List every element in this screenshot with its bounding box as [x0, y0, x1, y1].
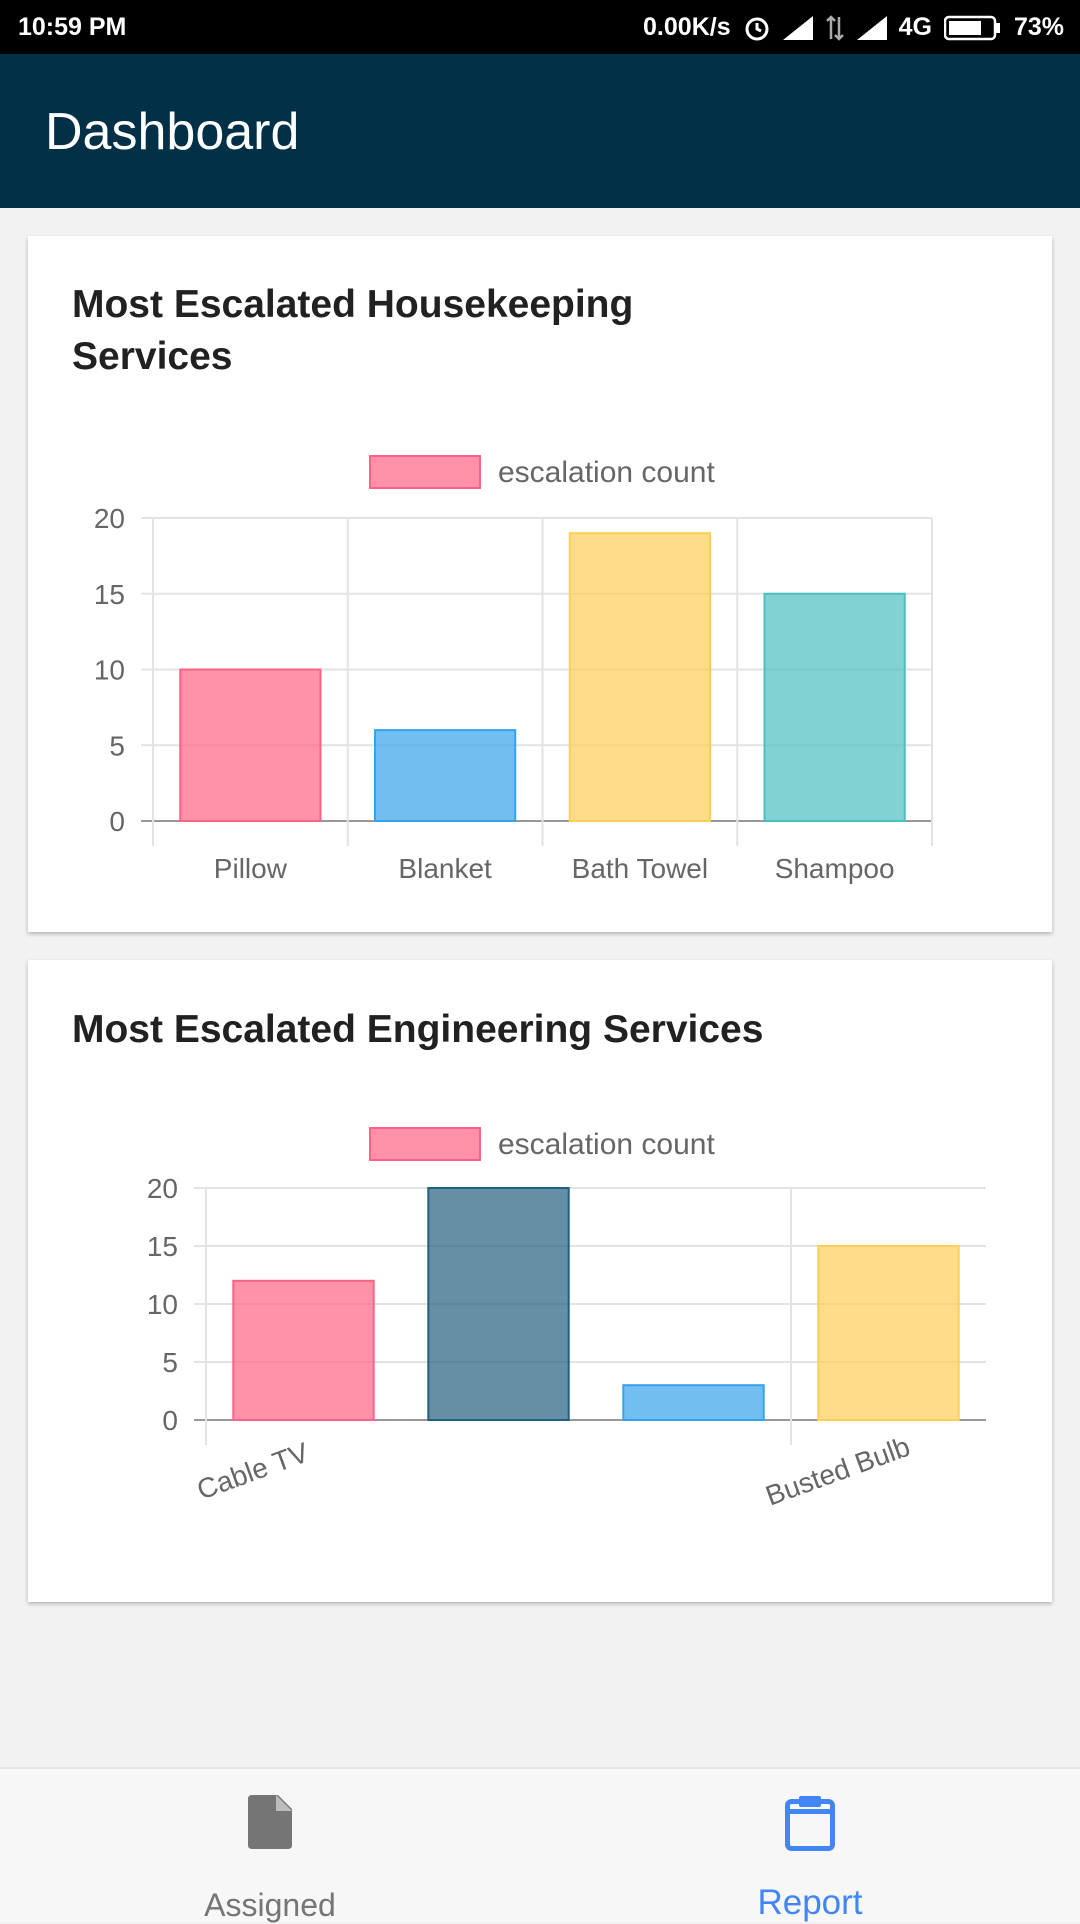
y-tick-label: 10 — [147, 1289, 178, 1320]
y-tick-label: 20 — [94, 503, 125, 534]
app-bar: Dashboard — [0, 54, 1080, 208]
clipboard-icon — [540, 1795, 1080, 1856]
status-time: 10:59 PM — [18, 13, 127, 41]
legend-swatch — [369, 1127, 481, 1161]
x-tick-label: Shampoo — [775, 853, 895, 884]
x-tick-label: Cable TV — [193, 1437, 313, 1506]
bar — [568, 532, 711, 822]
legend-label: escalation count — [498, 456, 715, 489]
x-tick-label: Blanket — [398, 853, 492, 884]
alarm-icon — [743, 14, 771, 42]
battery-level: 73% — [1013, 13, 1064, 41]
y-tick-label: 20 — [147, 1173, 178, 1204]
card-title: Most Escalated Housekeeping Services — [72, 283, 634, 378]
bar — [232, 1279, 375, 1421]
nav-label: Assigned — [204, 1887, 336, 1923]
y-tick-label: 15 — [147, 1231, 178, 1262]
engineering-chart: escalation count 0 5 10 15 20 Cable TV Busted B… — [147, 1127, 986, 1512]
page-title: Dashboard — [45, 103, 300, 161]
signal-icon-2 — [856, 15, 887, 40]
bar — [427, 1187, 570, 1421]
status-bar: 10:59 PM 0.00K/s 4G 73% — [0, 0, 1080, 54]
y-tick-label: 0 — [162, 1405, 178, 1436]
nav-item-assigned[interactable]: Assigned — [0, 1769, 540, 1923]
y-tick-label: 5 — [109, 730, 125, 761]
legend-swatch — [369, 455, 481, 489]
nav-label: Report — [757, 1883, 863, 1922]
x-tick-label: Busted Bulb — [762, 1431, 914, 1512]
card-title: Most Escalated Engineering Services — [72, 1008, 764, 1051]
y-tick-label: 15 — [94, 579, 125, 610]
engineering-card: Most Escalated Engineering Services esca… — [28, 960, 1052, 1602]
status-icons: 0.00K/s 4G 73% — [643, 13, 1064, 42]
x-tick-label: Pillow — [214, 853, 288, 884]
y-tick-label: 5 — [162, 1347, 178, 1378]
bar — [374, 729, 517, 823]
bar — [763, 592, 906, 822]
network-type: 4G — [898, 13, 932, 41]
bar — [817, 1245, 960, 1421]
housekeeping-card: Most Escalated Housekeeping Services esc… — [28, 236, 1052, 932]
data-arrows-icon — [825, 14, 845, 41]
file-icon — [0, 1795, 540, 1854]
y-tick-label: 10 — [94, 655, 125, 686]
legend-label: escalation count — [498, 1128, 715, 1161]
bar — [622, 1384, 765, 1422]
bar — [179, 668, 322, 822]
x-tick-label: Bath Towel — [572, 853, 708, 884]
signal-icon — [782, 15, 813, 40]
housekeeping-chart: escalation count 0 5 10 15 20 Pillow Blanket Bat… — [94, 455, 933, 884]
net-speed: 0.00K/s — [643, 13, 731, 41]
nav-item-report[interactable]: Report — [540, 1769, 1080, 1922]
bottom-nav: Assigned Report — [0, 1767, 1080, 1923]
battery-icon — [943, 15, 1002, 41]
y-tick-label: 0 — [109, 806, 125, 837]
